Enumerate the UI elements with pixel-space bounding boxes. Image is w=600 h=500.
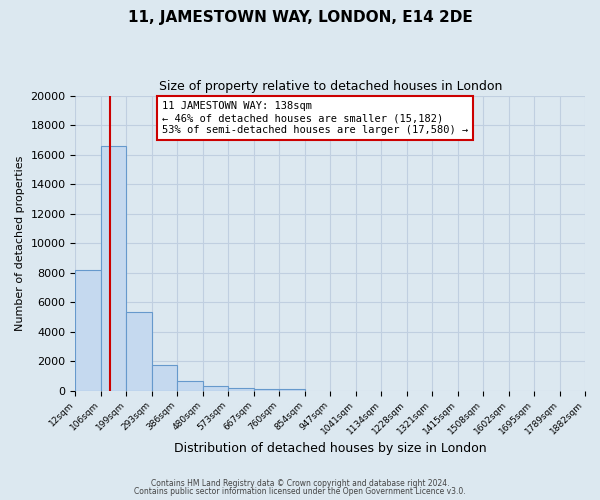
Bar bbox=[203, 386, 228, 390]
Bar bbox=[101, 146, 127, 390]
Bar bbox=[279, 389, 305, 390]
Text: 11 JAMESTOWN WAY: 138sqm
← 46% of detached houses are smaller (15,182)
53% of se: 11 JAMESTOWN WAY: 138sqm ← 46% of detach… bbox=[162, 102, 468, 134]
Bar bbox=[127, 312, 152, 390]
Bar bbox=[76, 270, 101, 390]
Text: Contains HM Land Registry data © Crown copyright and database right 2024.: Contains HM Land Registry data © Crown c… bbox=[151, 478, 449, 488]
Y-axis label: Number of detached properties: Number of detached properties bbox=[15, 156, 25, 331]
Bar bbox=[152, 365, 178, 390]
X-axis label: Distribution of detached houses by size in London: Distribution of detached houses by size … bbox=[174, 442, 487, 455]
Bar bbox=[228, 388, 254, 390]
Title: Size of property relative to detached houses in London: Size of property relative to detached ho… bbox=[158, 80, 502, 93]
Text: 11, JAMESTOWN WAY, LONDON, E14 2DE: 11, JAMESTOWN WAY, LONDON, E14 2DE bbox=[128, 10, 472, 25]
Bar bbox=[254, 389, 279, 390]
Bar bbox=[178, 380, 203, 390]
Text: Contains public sector information licensed under the Open Government Licence v3: Contains public sector information licen… bbox=[134, 487, 466, 496]
